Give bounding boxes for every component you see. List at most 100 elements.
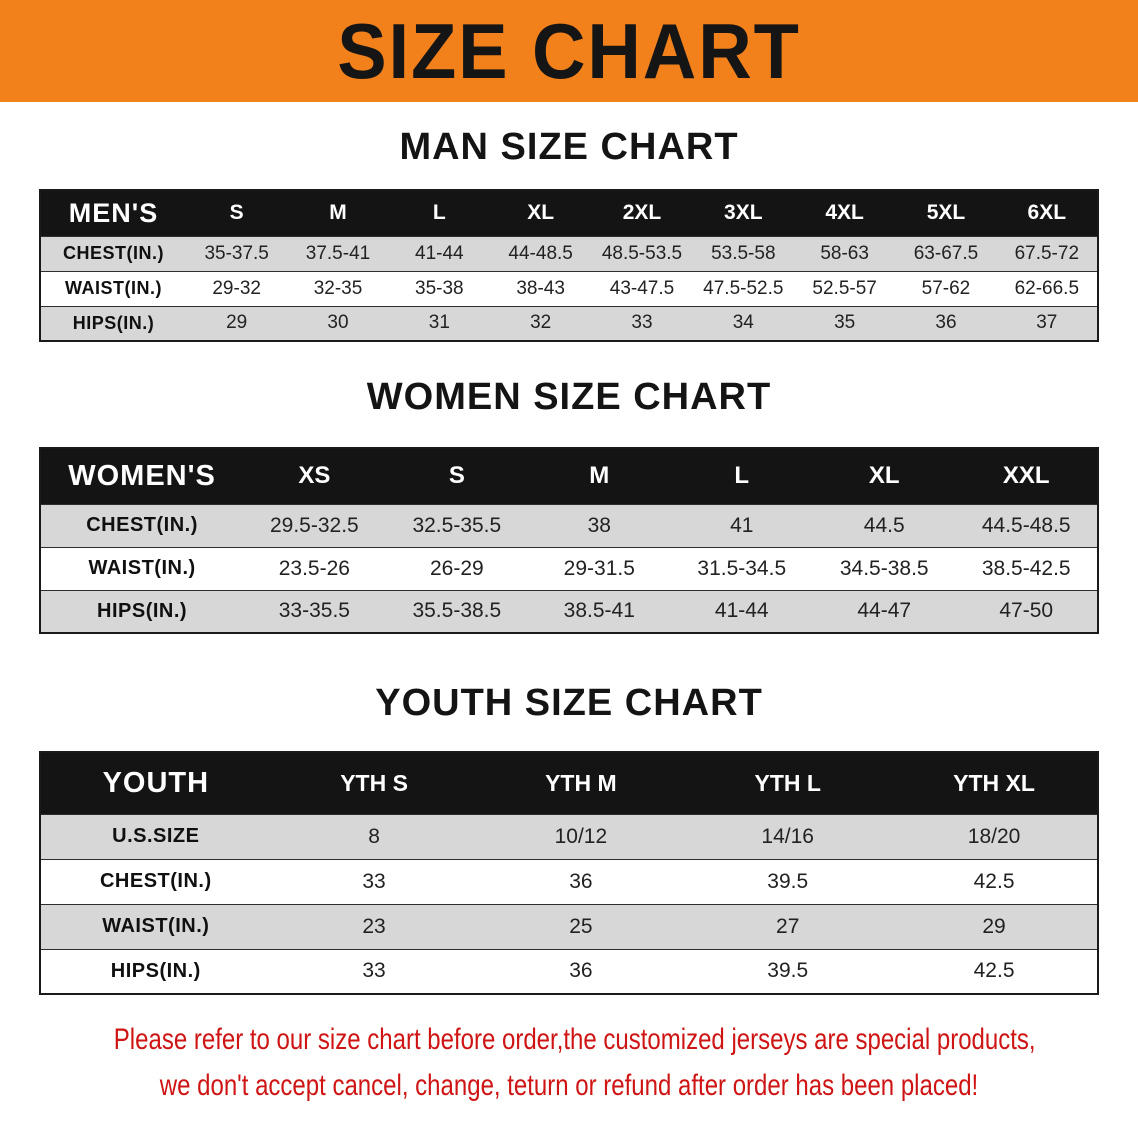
size-value: 10/12	[477, 813, 685, 859]
measurement-label: CHEST(IN.)	[40, 235, 186, 271]
size-value: 29.5-32.5	[243, 503, 386, 547]
size-value: 52.5-57	[793, 270, 896, 306]
size-value: 36	[895, 305, 997, 341]
size-value: 37.5-41	[287, 235, 389, 271]
men-section: MAN SIZE CHART MEN'S S M L XL 2XL 3XL 4XL 5XL 6XL C…	[0, 126, 1138, 342]
size-column-header: L	[432, 201, 446, 225]
size-value: 25	[477, 903, 685, 949]
measurement-label: CHEST(IN.)	[40, 858, 271, 904]
size-value: 44.5	[813, 503, 956, 547]
measurement-row: HIPS(IN.) 33 36 39.5 42.5	[40, 948, 1098, 994]
men-size-table: MEN'S S M L XL 2XL 3XL 4XL 5XL 6XL CHEST(IN.) 35-37…	[39, 189, 1099, 342]
men-header-row: MEN'S S M L XL 2XL 3XL 4XL 5XL 6XL	[40, 190, 1098, 236]
size-value: 34.5-38.5	[813, 546, 956, 590]
size-value: 37	[996, 305, 1098, 341]
size-value: 36	[477, 948, 685, 994]
size-value: 53.5-58	[692, 235, 794, 271]
size-value: 33-35.5	[243, 589, 386, 633]
youth-size-table: YOUTH YTH S YTH M YTH L YTH XL U.S.SIZE 8 10/12…	[39, 751, 1099, 995]
women-chart-heading: WOMEN SIZE CHART	[366, 376, 772, 418]
size-value: 33	[270, 858, 478, 904]
size-column-header: M	[589, 462, 610, 490]
size-value: 23.5-26	[243, 546, 386, 590]
size-value: 44.5-48.5	[955, 503, 1098, 547]
size-value: 33	[591, 305, 693, 341]
size-value: 29-31.5	[528, 546, 671, 590]
size-value: 35.5-38.5	[385, 589, 529, 633]
women-header-row: WOMEN'S XS S M L XL XXL	[40, 448, 1098, 504]
size-column-header: XL	[527, 201, 555, 225]
size-column-header: YTH S	[340, 769, 408, 796]
size-column-header: XXL	[1002, 462, 1050, 490]
disclaimer-line-1: Please refer to our size chart before or…	[113, 1023, 1036, 1056]
size-value: 42.5	[891, 948, 1098, 994]
measurement-label: WAIST(IN.)	[40, 546, 244, 590]
men-group-label: MEN'S	[68, 197, 159, 228]
size-value: 14/16	[684, 813, 892, 859]
youth-group-label: YOUTH	[102, 766, 210, 799]
size-column-header: 3XL	[724, 201, 763, 225]
size-column-header: 4XL	[825, 201, 864, 225]
size-chart-sections: MAN SIZE CHART MEN'S S M L XL 2XL 3XL 4XL 5XL 6XL C…	[0, 126, 1138, 995]
size-value: 31.5-34.5	[670, 546, 813, 590]
size-value: 58-63	[793, 235, 896, 271]
disclaimer: Please refer to our size chart before or…	[0, 995, 1138, 1109]
measurement-row: CHEST(IN.) 33 36 39.5 42.5	[40, 858, 1098, 904]
size-value: 39.5	[684, 858, 892, 904]
size-value: 34	[692, 305, 794, 341]
measurement-label: CHEST(IN.)	[40, 503, 244, 547]
size-value: 29	[186, 305, 288, 341]
size-value: 57-62	[895, 270, 997, 306]
youth-chart-heading: YOUTH SIZE CHART	[375, 682, 763, 724]
size-value: 47.5-52.5	[692, 270, 794, 306]
size-value: 32.5-35.5	[385, 503, 529, 547]
size-column-header: YTH XL	[953, 769, 1035, 796]
measurement-row: HIPS(IN.) 33-35.5 35.5-38.5 38.5-41 41-44 44-…	[40, 589, 1098, 633]
size-value: 38.5-41	[528, 589, 671, 633]
size-value: 30	[287, 305, 389, 341]
measurement-row: WAIST(IN.) 23 25 27 29	[40, 903, 1098, 949]
banner-title: SIZE CHART	[337, 6, 801, 95]
size-value: 42.5	[891, 858, 1098, 904]
size-value: 41-44	[670, 589, 813, 633]
size-value: 27	[684, 903, 892, 949]
size-value: 38	[528, 503, 671, 547]
size-value: 41-44	[388, 235, 490, 271]
size-value: 38-43	[489, 270, 592, 306]
size-column-header: L	[734, 462, 750, 490]
size-column-header: M	[329, 201, 347, 225]
size-value: 41	[670, 503, 813, 547]
measurement-label: WAIST(IN.)	[40, 270, 186, 306]
women-section: WOMEN SIZE CHART WOMEN'S XS S M L XL XXL CHEST(I…	[0, 376, 1138, 634]
youth-header-row: YOUTH YTH S YTH M YTH L YTH XL	[40, 752, 1098, 814]
size-value: 63-67.5	[895, 235, 997, 271]
size-value: 47-50	[955, 589, 1098, 633]
size-value: 33	[270, 948, 478, 994]
size-column-header: S	[229, 201, 244, 225]
size-value: 35-38	[388, 270, 490, 306]
banner: SIZE CHART	[0, 0, 1138, 102]
size-value: 23	[270, 903, 478, 949]
measurement-label: HIPS(IN.)	[40, 305, 186, 341]
size-column-header: S	[448, 462, 465, 490]
size-value: 44-48.5	[489, 235, 592, 271]
measurement-label: WAIST(IN.)	[40, 903, 271, 949]
measurement-row: CHEST(IN.) 35-37.5 37.5-41 41-44 44-48.5 48.5…	[40, 235, 1098, 271]
size-value: 67.5-72	[996, 235, 1098, 271]
measurement-row: U.S.SIZE 8 10/12 14/16 18/20	[40, 813, 1098, 859]
size-value: 44-47	[813, 589, 956, 633]
disclaimer-line-2: we don't accept cancel, change, teturn o…	[159, 1069, 979, 1102]
measurement-label: HIPS(IN.)	[40, 589, 244, 633]
measurement-row: WAIST(IN.) 29-32 32-35 35-38 38-43 43-47.5 47.…	[40, 270, 1098, 306]
size-value: 29-32	[186, 270, 288, 306]
size-value: 32	[489, 305, 592, 341]
size-column-header: 5XL	[926, 201, 966, 225]
size-column-header: YTH M	[545, 769, 617, 796]
size-value: 43-47.5	[591, 270, 693, 306]
size-column-header: XS	[298, 462, 331, 490]
size-column-header: YTH L	[754, 769, 821, 796]
measurement-row: WAIST(IN.) 23.5-26 26-29 29-31.5 31.5-34.5 34…	[40, 546, 1098, 590]
youth-section: YOUTH SIZE CHART YOUTH YTH S YTH M YTH L YTH …	[0, 682, 1138, 995]
size-value: 36	[477, 858, 685, 904]
men-chart-heading: MAN SIZE CHART	[399, 126, 739, 168]
